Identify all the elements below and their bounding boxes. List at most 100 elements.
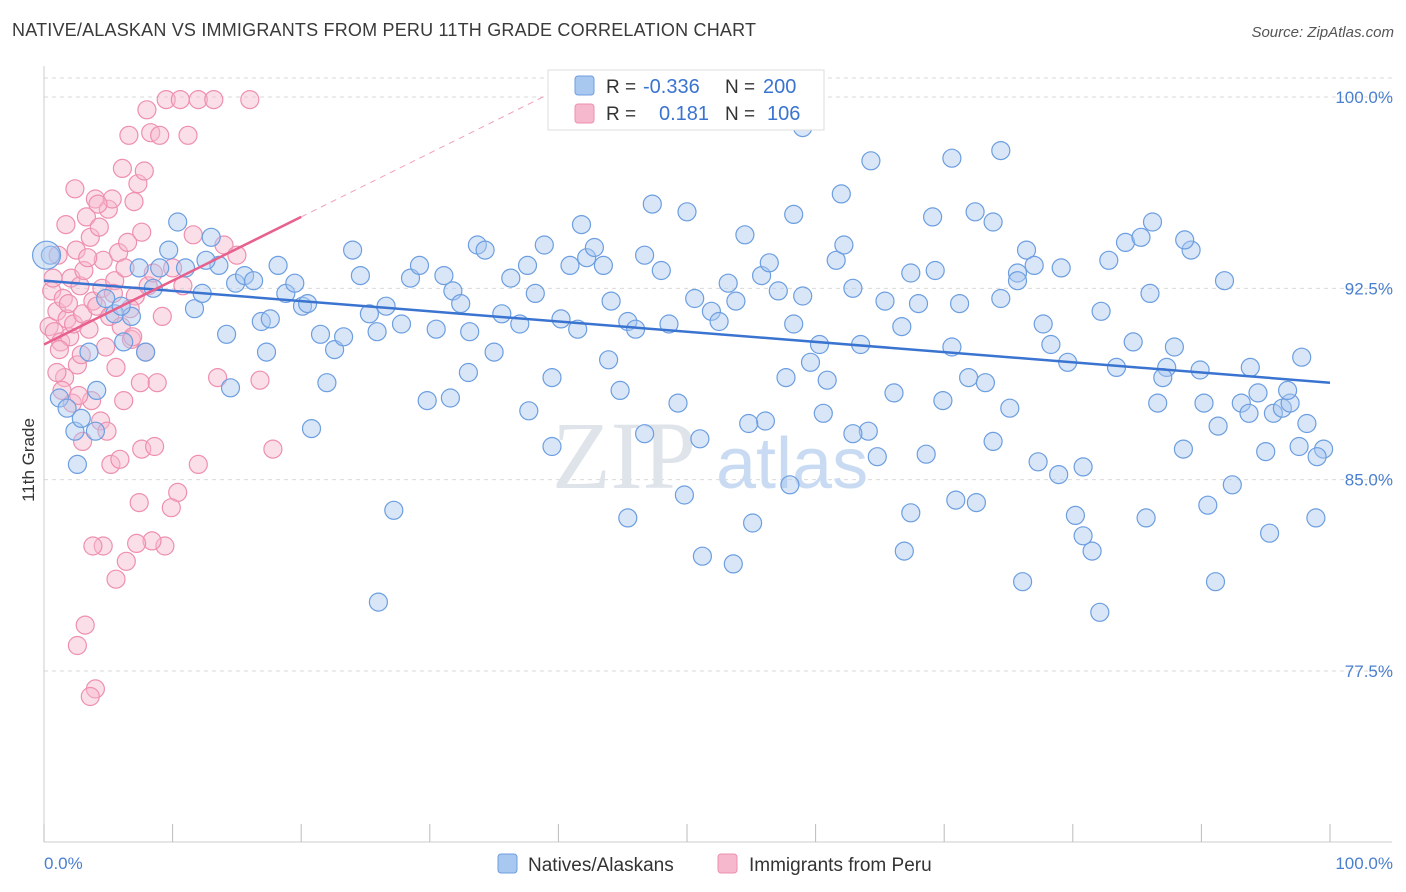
blue-data-point — [1065, 505, 1086, 526]
pink-data-point — [89, 217, 109, 237]
pink-data-point — [170, 89, 190, 110]
legend-r-value-pink: 0.181 — [659, 103, 709, 125]
pink-data-point — [145, 436, 165, 457]
blue-data-point — [1028, 452, 1048, 472]
blue-data-point — [1263, 403, 1284, 423]
blue-data-point — [136, 342, 156, 362]
blue-data-point — [946, 490, 966, 510]
pink-points — [39, 89, 283, 707]
blue-data-point — [1073, 526, 1093, 546]
blue-data-point — [460, 322, 480, 342]
blue-data-point — [1306, 508, 1326, 528]
bottom-legend-label-blue: Natives/Alaskans — [528, 855, 674, 876]
blue-data-point — [634, 424, 655, 444]
pink-data-point — [106, 569, 126, 589]
pink-data-point — [74, 260, 94, 281]
pink-data-point — [93, 250, 113, 270]
pink-data-point — [178, 125, 198, 145]
pink-data-point — [188, 89, 208, 110]
blue-data-point — [201, 227, 221, 247]
blue-data-point — [755, 411, 776, 431]
blue-data-point — [1123, 332, 1143, 352]
blue-data-point — [701, 301, 722, 321]
source-label: Source: ZipAtlas.com — [1251, 24, 1394, 41]
blue-data-point — [901, 263, 921, 283]
blue-data-point — [350, 266, 370, 286]
pink-data-point — [117, 232, 138, 252]
pink-data-point — [47, 362, 67, 383]
pink-data-point — [143, 263, 163, 283]
blue-data-point — [409, 255, 430, 275]
blue-data-point — [739, 413, 759, 434]
pink-data-point — [127, 533, 147, 554]
axis-layer — [43, 66, 1392, 843]
pink-data-point — [90, 411, 111, 431]
pink-data-point — [188, 454, 208, 474]
blue-trend-line — [43, 279, 1331, 384]
pink-data-point — [130, 373, 150, 393]
blue-data-point — [726, 291, 746, 311]
blue-data-point — [1240, 357, 1260, 377]
blue-data-point — [692, 546, 713, 566]
blue-data-point — [949, 294, 970, 314]
blue-data-point — [593, 255, 614, 275]
pink-data-point — [65, 179, 85, 199]
blue-data-point — [674, 485, 695, 505]
blue-data-point — [484, 342, 504, 362]
blue-data-point — [1007, 263, 1028, 283]
blue-data-point — [256, 342, 277, 362]
pink-data-point — [137, 100, 157, 120]
watermark: ZIP atlas — [552, 402, 868, 509]
blue-data-point — [87, 380, 107, 400]
blue-data-point — [1259, 523, 1280, 543]
blue-data-point — [690, 429, 710, 449]
blue-data-point — [1099, 250, 1119, 270]
blue-data-point — [942, 148, 962, 168]
pink-data-point — [96, 337, 116, 357]
blue-data-point — [121, 306, 141, 326]
blue-data-point — [809, 334, 830, 355]
blue-data-point — [71, 408, 91, 428]
pink-data-point — [53, 288, 73, 309]
blue-data-point — [834, 235, 854, 255]
blue-data-point — [1091, 301, 1111, 321]
blue-data-point — [776, 368, 796, 388]
pink-data-point — [78, 248, 98, 268]
blue-data-point — [260, 309, 280, 329]
blue-data-point — [843, 278, 863, 298]
blue-data-point — [1307, 447, 1327, 467]
blue-data-point — [983, 431, 1003, 451]
blue-data-point — [642, 194, 662, 214]
blue-data-point — [983, 212, 1003, 232]
blue-data-point — [826, 250, 846, 270]
blue-data-point — [1277, 380, 1298, 400]
pink-data-point — [83, 536, 103, 556]
blue-data-point — [784, 204, 804, 224]
blue-data-point — [244, 271, 264, 291]
pink-data-point — [208, 368, 228, 388]
blue-data-point — [1173, 439, 1194, 459]
blue-points — [31, 117, 1334, 622]
blue-data-point — [1024, 255, 1044, 275]
chart-title: NATIVE/ALASKAN VS IMMIGRANTS FROM PERU 1… — [12, 20, 757, 40]
blue-data-point — [534, 235, 554, 255]
blue-data-point — [975, 373, 996, 393]
blue-data-point — [426, 319, 446, 339]
blue-data-point — [501, 268, 521, 288]
blue-data-point — [458, 362, 478, 383]
legend-swatch-blue — [574, 75, 595, 96]
pink-data-point — [71, 345, 91, 365]
blue-data-point — [451, 294, 471, 314]
blue-data-point — [525, 283, 545, 303]
blue-data-point — [610, 380, 630, 400]
pink-data-point — [102, 189, 122, 209]
blue-data-point — [780, 475, 800, 495]
pink-data-point — [88, 194, 108, 214]
pink-data-point — [156, 89, 176, 110]
blue-data-point — [651, 260, 671, 281]
blue-data-point — [916, 444, 936, 464]
blue-data-point — [298, 294, 318, 314]
blue-data-point — [343, 240, 363, 260]
y-axis-label: 11th Grade — [19, 418, 38, 502]
blue-data-point — [368, 592, 388, 612]
